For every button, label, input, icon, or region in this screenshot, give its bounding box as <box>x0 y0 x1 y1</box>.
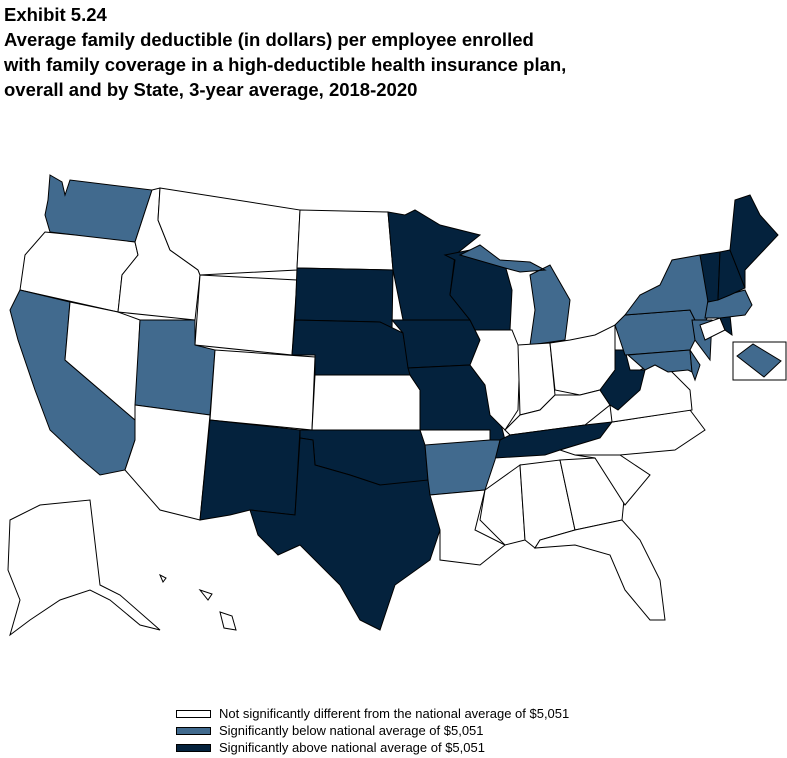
state-IL <box>469 329 521 431</box>
state-AK <box>7 499 161 637</box>
state-ND <box>296 209 394 271</box>
legend-item-above: Significantly above national average of … <box>176 739 569 756</box>
state-AR <box>424 439 501 496</box>
legend-swatch <box>176 709 211 718</box>
legend-item-below: Significantly below national average of … <box>176 722 569 739</box>
title-line: with family coverage in a high-deductibl… <box>4 54 567 75</box>
state-WA <box>44 174 153 243</box>
state-HI <box>159 573 237 631</box>
legend-item-none: Not significantly different from the nat… <box>176 705 569 722</box>
title-line: Average family deductible (in dollars) p… <box>4 29 534 50</box>
legend: Not significantly different from the nat… <box>176 705 569 756</box>
chart-title: Exhibit 5.24 Average family deductible (… <box>4 2 566 102</box>
state-NM <box>199 419 301 521</box>
state-PA <box>614 309 701 356</box>
state-KS <box>311 374 421 431</box>
state-MA <box>704 289 753 319</box>
state-MS <box>479 464 526 546</box>
state-DC <box>736 343 782 378</box>
state-MI <box>458 244 571 346</box>
state-WV <box>599 349 646 411</box>
legend-swatch <box>176 726 211 735</box>
state-DE <box>689 349 701 382</box>
us-state-map <box>7 174 787 637</box>
legend-swatch <box>176 743 211 752</box>
legend-label: Significantly above national average of … <box>219 740 485 755</box>
state-WY <box>194 274 298 356</box>
state-NH <box>717 249 746 301</box>
legend-label: Significantly below national average of … <box>219 723 484 738</box>
legend-label: Not significantly different from the nat… <box>219 706 570 721</box>
exhibit-label: Exhibit 5.24 <box>4 4 107 25</box>
state-ME <box>729 194 779 289</box>
state-TX <box>249 437 441 631</box>
state-LA <box>429 489 506 566</box>
state-FL <box>534 519 666 621</box>
title-line: overall and by State, 3-year average, 20… <box>4 79 418 100</box>
state-AZ <box>124 404 211 521</box>
state-CO <box>209 349 316 431</box>
